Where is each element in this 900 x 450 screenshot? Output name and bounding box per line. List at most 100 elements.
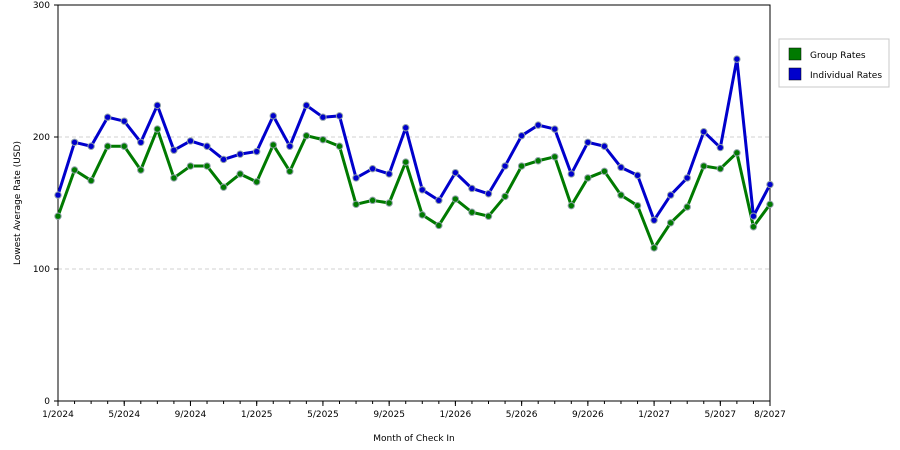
data-point	[418, 211, 426, 219]
data-point	[352, 200, 360, 209]
data-point	[335, 142, 344, 150]
x-tick-label: 1/2027	[638, 410, 670, 420]
data-point	[584, 174, 592, 182]
data-point	[567, 170, 576, 178]
data-point	[302, 131, 311, 140]
data-point	[87, 176, 95, 185]
legend-label: Group Rates	[810, 51, 866, 61]
data-point	[551, 153, 559, 161]
data-point	[418, 186, 426, 194]
data-point	[54, 212, 62, 220]
y-axis: 0 100 200 300	[33, 1, 58, 407]
plot-area-frame	[57, 4, 771, 402]
data-point	[551, 125, 559, 133]
data-point	[137, 166, 145, 174]
x-tick-label: 5/2024	[108, 410, 140, 420]
data-point	[186, 137, 195, 145]
x-tick-label: 9/2025	[373, 410, 405, 420]
data-point	[700, 128, 708, 136]
data-point	[137, 138, 145, 146]
data-point	[534, 157, 542, 165]
data-point	[269, 112, 277, 120]
data-point	[219, 183, 228, 191]
y-tick-label: 200	[33, 133, 50, 143]
data-point	[103, 142, 112, 150]
data-point	[650, 244, 658, 252]
data-point	[683, 174, 691, 182]
data-point	[666, 191, 675, 199]
data-point	[186, 162, 195, 170]
data-point	[319, 135, 327, 144]
series-layer	[54, 55, 774, 252]
y-tick-label: 100	[33, 265, 50, 275]
data-point	[319, 113, 327, 121]
data-point	[468, 208, 476, 216]
data-point	[402, 124, 410, 132]
x-tick-label: 1/2024	[42, 410, 74, 420]
y-tick-label: 300	[33, 1, 50, 11]
data-point	[733, 149, 741, 157]
data-point	[501, 192, 509, 201]
data-point	[733, 55, 741, 63]
data-point	[700, 162, 708, 170]
data-point	[749, 223, 758, 231]
data-point	[617, 191, 625, 199]
data-point	[517, 131, 526, 140]
x-axis-title: Month of Check In	[373, 434, 455, 444]
data-point	[534, 121, 542, 129]
legend-swatch	[788, 67, 802, 81]
data-point	[368, 196, 377, 205]
data-point	[600, 142, 609, 150]
data-point	[236, 150, 244, 158]
data-point	[252, 178, 261, 186]
data-point	[484, 190, 493, 198]
data-point	[170, 146, 178, 154]
data-point	[517, 162, 526, 170]
x-tick-label: 8/2027	[754, 410, 786, 420]
data-point	[87, 142, 95, 150]
x-tick-label: 5/2026	[506, 410, 538, 420]
data-point	[402, 158, 410, 166]
data-point	[236, 170, 244, 178]
y-tick-label: 0	[44, 397, 50, 407]
data-point	[153, 101, 162, 110]
x-tick-label: 5/2027	[704, 410, 736, 420]
data-point	[368, 164, 377, 173]
data-point	[633, 201, 642, 210]
data-point	[766, 200, 774, 209]
data-point	[617, 163, 625, 172]
data-point	[385, 199, 393, 207]
x-tick-label: 5/2025	[307, 410, 339, 420]
data-point	[683, 203, 691, 211]
data-point	[252, 147, 261, 156]
data-point	[302, 101, 311, 110]
data-point	[716, 164, 725, 173]
data-point	[600, 167, 609, 176]
data-point	[650, 216, 658, 224]
data-point	[153, 125, 162, 133]
data-point	[451, 168, 460, 177]
data-point	[352, 174, 360, 182]
x-tick-label: 1/2026	[440, 410, 472, 420]
data-point	[286, 142, 294, 150]
data-point	[716, 143, 725, 152]
data-point	[269, 141, 277, 149]
data-point	[203, 162, 211, 170]
data-point	[484, 212, 493, 220]
x-tick-label: 1/2025	[241, 410, 273, 420]
data-point	[203, 142, 211, 150]
data-point	[286, 167, 294, 176]
legend-label: Individual Rates	[810, 71, 882, 81]
data-point	[435, 221, 443, 230]
data-point	[666, 219, 675, 227]
legend-swatch	[788, 47, 802, 61]
data-point	[766, 180, 774, 189]
series-line	[56, 127, 772, 250]
data-point	[70, 138, 79, 146]
x-tick-label: 9/2024	[175, 410, 207, 420]
x-tick-label: 9/2026	[572, 410, 604, 420]
data-point	[633, 171, 642, 179]
data-point	[120, 142, 128, 150]
data-point	[584, 138, 592, 146]
